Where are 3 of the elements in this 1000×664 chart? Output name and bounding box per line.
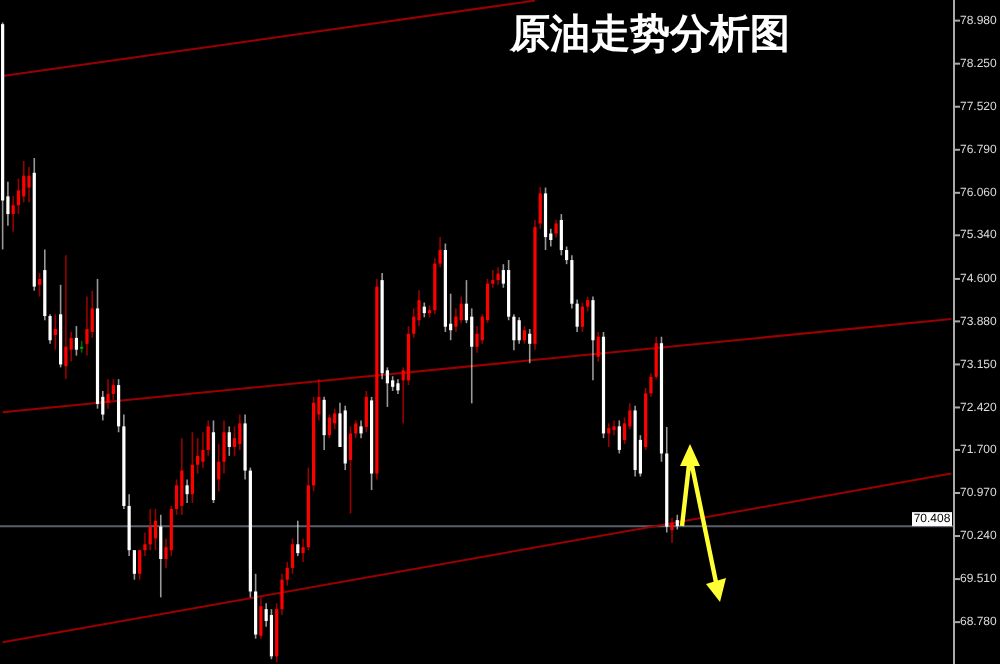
chart-title: 原油走势分析图	[508, 8, 790, 57]
candlestick	[491, 269, 495, 289]
candlestick	[612, 419, 616, 436]
